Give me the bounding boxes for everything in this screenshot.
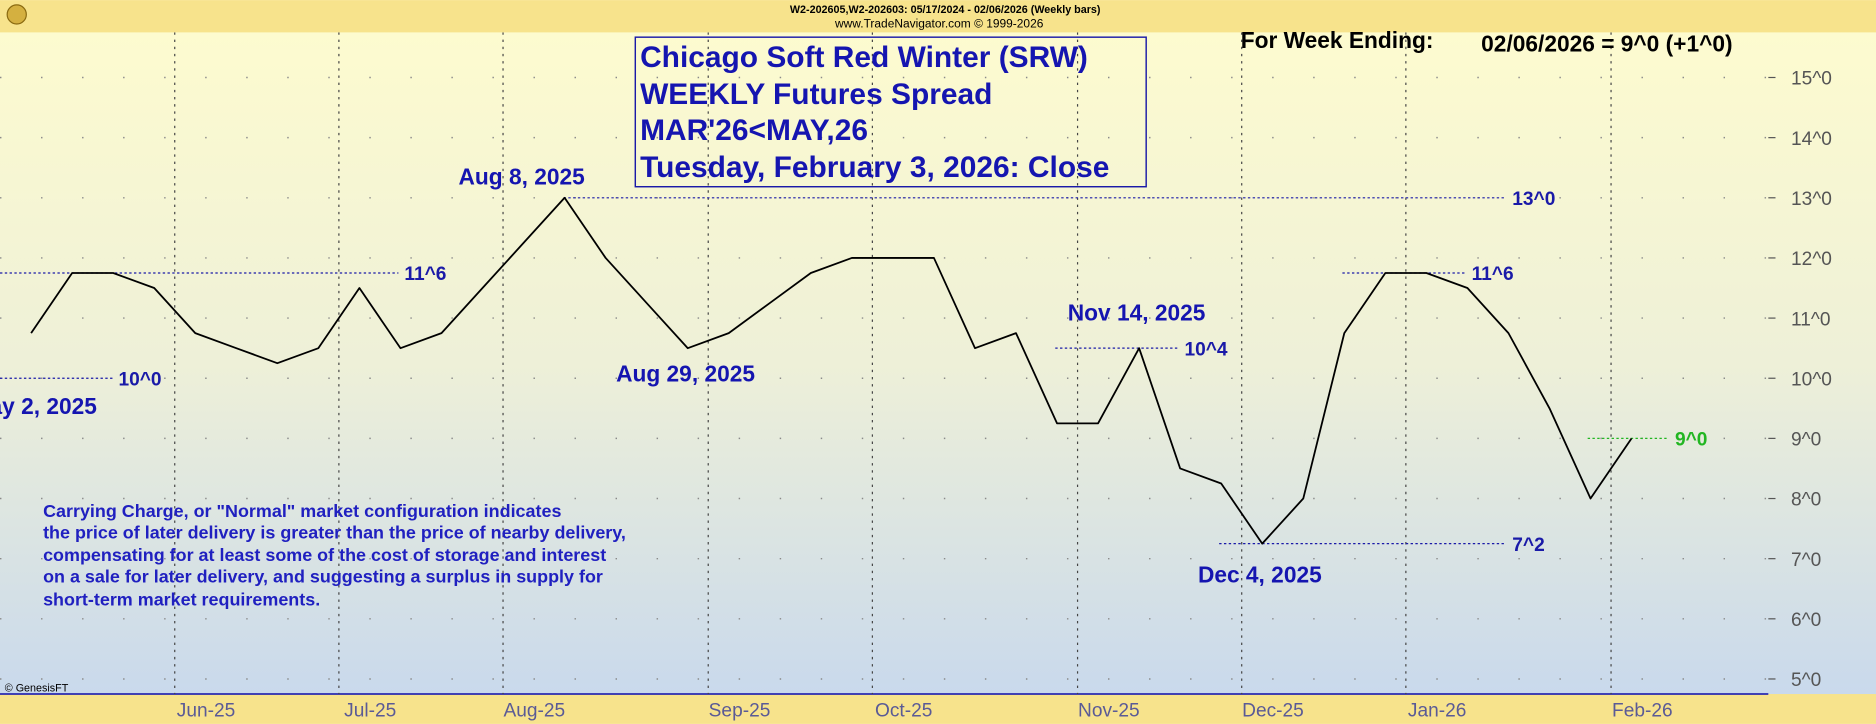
- y-tick-label: 10^0: [1791, 369, 1832, 390]
- reference-label: 10^4: [1184, 339, 1227, 360]
- series-line: [30, 196, 1633, 545]
- week-ending-label: For Week Ending:: [1241, 27, 1434, 53]
- note-line: the price of later delivery is greater t…: [43, 522, 626, 542]
- reference-label: 11^6: [404, 264, 446, 285]
- y-tick-label: 6^0: [1791, 610, 1821, 631]
- note-line: compensating for at least some of the co…: [43, 545, 606, 565]
- header-line: W2-202605,W2-202603: 05/17/2024 - 02/06/…: [790, 4, 1101, 16]
- x-tick-label: Aug-25: [503, 701, 565, 722]
- x-tick-label: Jan-26: [1408, 701, 1466, 722]
- logo: [6, 4, 27, 25]
- plot-area: 11^6 10^0 13^0 10^4 7^2 11^6 9^0 May 2, 2025 Aug…: [0, 32, 1769, 695]
- y-tick-label: 11^0: [1791, 309, 1830, 330]
- y-tick-label: 15^0: [1791, 69, 1832, 90]
- y-tick-label: 7^0: [1791, 550, 1821, 571]
- chart-title: MAR'26<MAY,26: [640, 114, 868, 147]
- date-annotation: Aug 29, 2025: [616, 361, 755, 387]
- week-ending-value: 02/06/2026 = 9^0 (+1^0): [1481, 31, 1732, 57]
- reference-label: 10^0: [118, 369, 161, 390]
- y-tick-label: 13^0: [1791, 189, 1832, 210]
- chart-title: WEEKLY Futures Spread: [640, 78, 992, 111]
- date-annotation: Aug 8, 2025: [459, 163, 585, 189]
- x-tick-label: Feb-26: [1612, 701, 1673, 722]
- date-annotation: Dec 4, 2025: [1198, 562, 1322, 588]
- date-annotation: Nov 14, 2025: [1068, 300, 1206, 326]
- chart-title: Tuesday, February 3, 2026: Close: [640, 151, 1109, 184]
- x-tick-label: Oct-25: [875, 701, 932, 722]
- y-tick-label: 9^0: [1791, 430, 1821, 451]
- note-line: Carrying Charge, or "Normal" market conf…: [43, 501, 561, 521]
- y-tick-label: 14^0: [1791, 129, 1832, 150]
- header-line: www.TradeNavigator.com © 1999-2026: [834, 17, 1044, 31]
- reference-label: 11^6: [1472, 264, 1514, 285]
- x-tick-label: Jun-25: [177, 701, 235, 722]
- x-tick-label: Sep-25: [709, 701, 771, 722]
- copyright: © GenesisFT: [5, 683, 69, 695]
- reference-label: 7^2: [1512, 535, 1544, 556]
- x-tick-label: Nov-25: [1078, 701, 1140, 722]
- title-box: [634, 36, 1147, 188]
- x-tick-label: Dec-25: [1242, 701, 1304, 722]
- chart-title: Chicago Soft Red Winter (SRW): [640, 41, 1088, 74]
- plot-background: [0, 32, 1876, 695]
- y-tick-label: 12^0: [1791, 249, 1832, 270]
- y-tick-label: 8^0: [1791, 490, 1821, 511]
- date-annotation: May 2, 2025: [0, 393, 97, 419]
- reference-label: 9^0: [1675, 430, 1707, 451]
- y-tick-label: 5^0: [1791, 670, 1821, 691]
- reference-label: 13^0: [1512, 189, 1555, 210]
- x-tick-label: Jul-25: [344, 701, 396, 722]
- note-line: short-term market requirements.: [43, 589, 320, 609]
- note-line: on a sale for later delivery, and sugges…: [43, 567, 603, 587]
